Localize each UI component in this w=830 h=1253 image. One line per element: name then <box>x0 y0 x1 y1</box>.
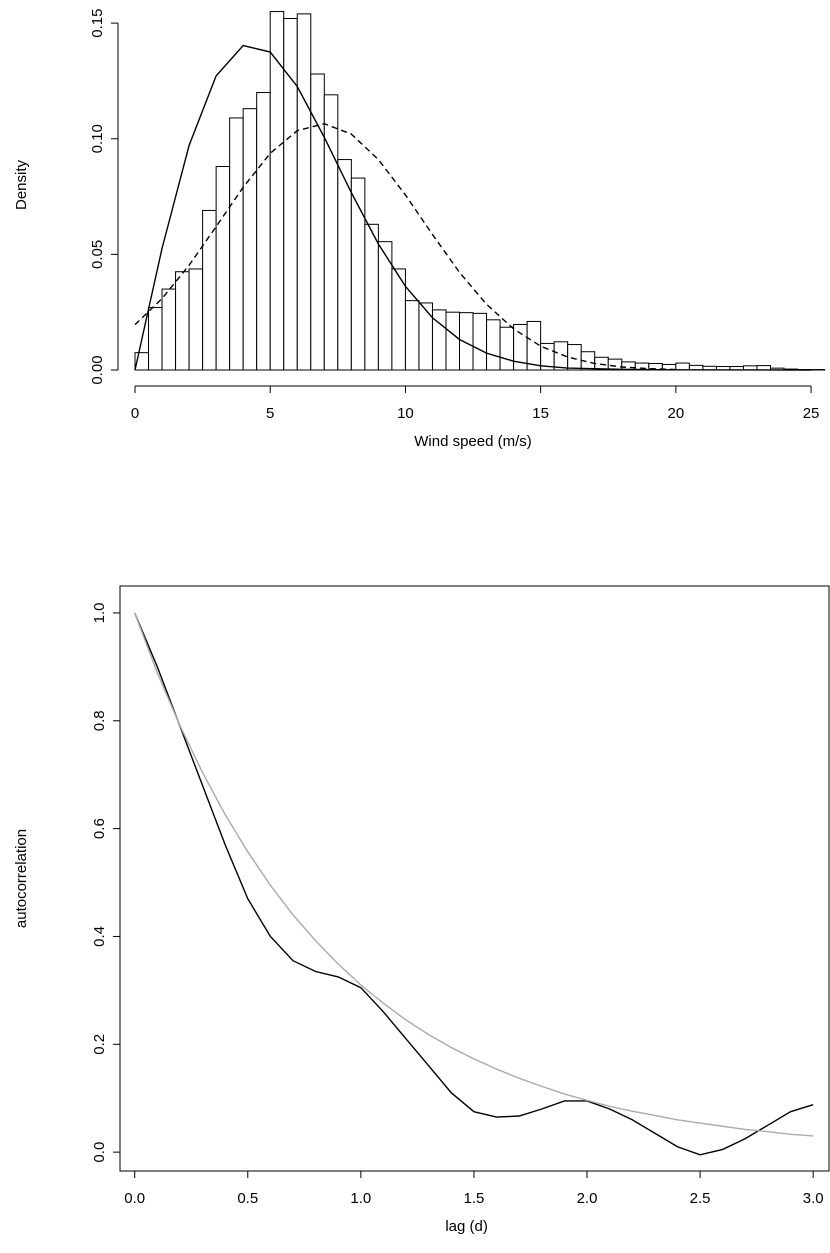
line <box>134 612 814 1156</box>
y-tick-label: 0.15 <box>89 9 106 38</box>
plot-box <box>119 585 830 1172</box>
bar <box>175 271 190 371</box>
x-axis-label: Wind speed (m/s) <box>414 433 532 450</box>
x-tick-label: 0 <box>131 405 139 422</box>
bar <box>567 344 582 371</box>
bar <box>486 319 501 371</box>
bar <box>418 302 433 371</box>
bar <box>337 159 352 371</box>
x-tick-label: 0.5 <box>237 1190 258 1207</box>
y-tick-label: 0.6 <box>91 818 108 839</box>
bar <box>215 166 231 371</box>
bar <box>229 117 244 371</box>
bar <box>296 13 312 371</box>
bar <box>188 268 204 371</box>
x-tick-label: 25 <box>803 405 820 422</box>
bar <box>445 311 461 371</box>
y-tick-label: 1.0 <box>91 603 108 624</box>
y-tick-label: 0.2 <box>91 1034 108 1055</box>
line <box>134 44 812 371</box>
y-tick-label: 0.10 <box>89 124 106 153</box>
bar <box>256 92 271 371</box>
x-tick-label: 5 <box>266 405 274 422</box>
y-tick-label: 0.00 <box>89 355 106 384</box>
x-tick-label: 2.0 <box>577 1190 598 1207</box>
y-axis-label: autocorrelation <box>13 829 30 928</box>
bar <box>675 362 690 371</box>
y-tick-label: 0.8 <box>91 710 108 731</box>
bar <box>310 73 325 371</box>
x-tick-label: 20 <box>668 405 685 422</box>
bar <box>242 108 258 371</box>
y-tick-label: 0.4 <box>91 926 108 947</box>
bar <box>323 94 339 371</box>
x-axis-label: lag (d) <box>445 1218 488 1235</box>
bar <box>269 11 285 371</box>
bar <box>472 312 488 371</box>
y-tick-label: 0.0 <box>91 1142 108 1163</box>
x-tick-label: 2.5 <box>690 1190 711 1207</box>
bar <box>459 312 474 371</box>
bar <box>202 209 217 371</box>
y-tick-label: 0.05 <box>89 240 106 269</box>
x-tick-label: 10 <box>397 405 414 422</box>
bar <box>404 300 420 371</box>
bar <box>499 326 515 371</box>
x-tick-label: 1.0 <box>350 1190 371 1207</box>
x-tick-label: 3.0 <box>803 1190 824 1207</box>
bar <box>364 223 379 371</box>
x-tick-label: 0.0 <box>124 1190 145 1207</box>
x-tick-label: 1.5 <box>464 1190 485 1207</box>
bar <box>148 307 163 371</box>
line <box>134 122 676 371</box>
x-tick-label: 15 <box>532 405 549 422</box>
bar <box>526 320 542 371</box>
y-axis-label: Density <box>13 159 30 210</box>
bar <box>161 288 177 371</box>
line <box>134 612 814 1137</box>
